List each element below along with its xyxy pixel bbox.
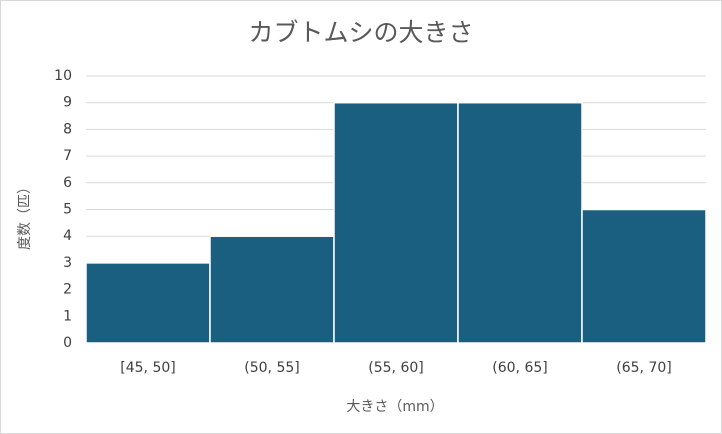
x-tick-label: (55, 60] — [368, 360, 423, 376]
x-tick-label: (50, 55] — [244, 360, 299, 376]
x-tick-label: [45, 50] — [120, 360, 175, 376]
x-tick-label: (65, 70] — [616, 360, 671, 376]
y-tick-label: 0 — [63, 335, 72, 351]
y-tick-label: 4 — [63, 228, 72, 244]
bar — [457, 101, 583, 344]
y-axis-label: 度数（匹） — [17, 180, 33, 250]
bar — [209, 235, 335, 344]
x-axis-label: 大きさ（mm） — [346, 399, 443, 415]
x-tick-label: (60, 65] — [492, 360, 547, 376]
bar — [333, 101, 459, 344]
y-tick-label: 2 — [63, 282, 72, 298]
bar — [581, 208, 707, 344]
y-tick-label: 1 — [63, 308, 72, 324]
y-tick-label: 6 — [63, 175, 72, 191]
chart-title: カブトムシの大きさ — [248, 18, 473, 47]
y-tick-label: 10 — [54, 68, 72, 84]
y-tick-label: 8 — [63, 121, 72, 137]
y-tick-label: 5 — [63, 202, 72, 218]
y-tick-label: 7 — [63, 148, 72, 164]
y-tick-label: 9 — [63, 95, 72, 111]
bar — [85, 262, 211, 344]
y-tick-label: 3 — [63, 255, 72, 271]
